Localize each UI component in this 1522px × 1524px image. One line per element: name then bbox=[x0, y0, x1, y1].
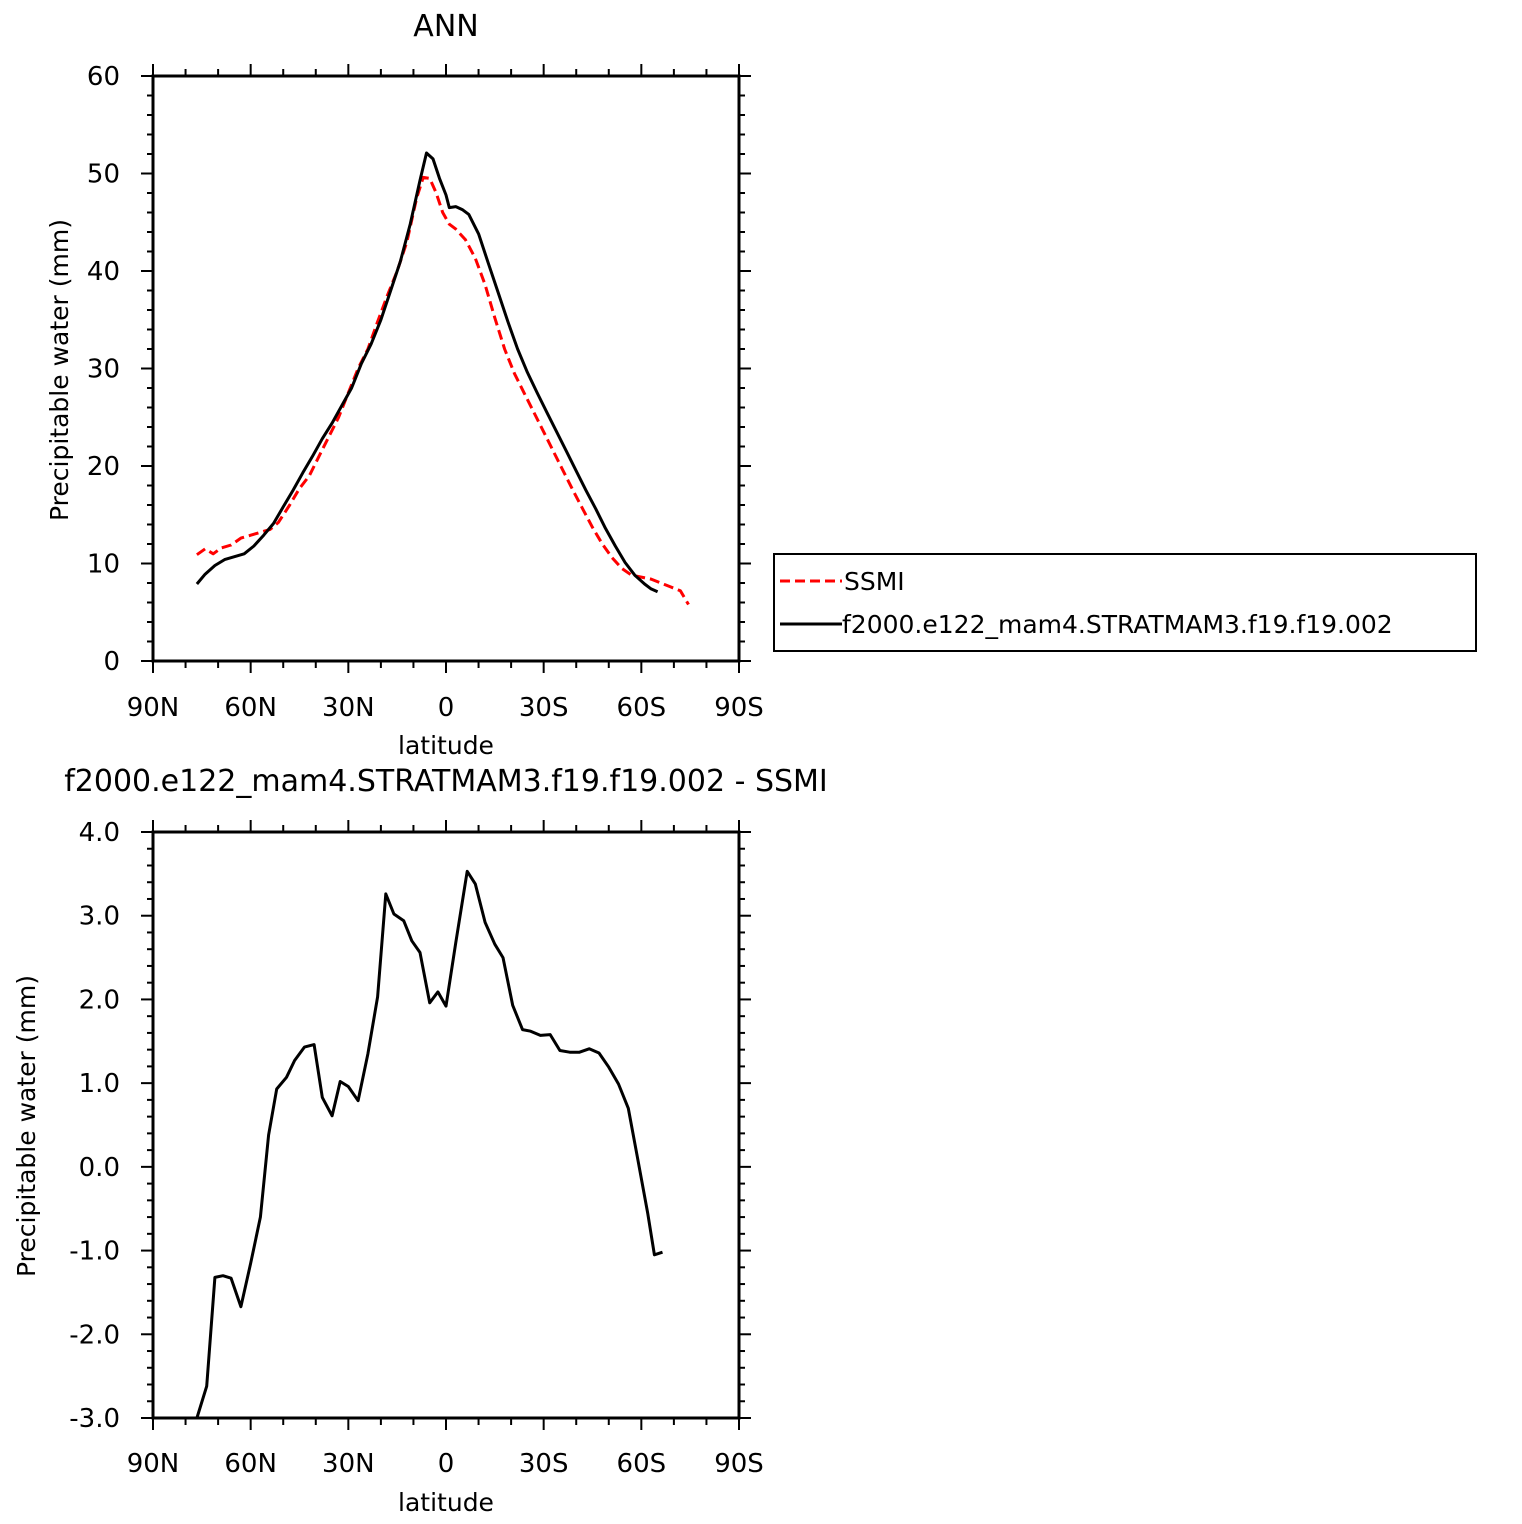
top-plot-frame bbox=[151, 74, 741, 663]
x-tick-label: 0 bbox=[438, 693, 455, 723]
x-tick-label: 60N bbox=[224, 693, 277, 723]
y-tick-label: 50 bbox=[87, 160, 120, 190]
y-tick-label: 0.0 bbox=[79, 1153, 120, 1183]
y-tick-label: -3.0 bbox=[69, 1404, 120, 1434]
legend: SSMI f2000.e122_mam4.STRATMAM3.f19.f19.0… bbox=[773, 553, 1477, 652]
bottom-chart-title: f2000.e122_mam4.STRATMAM3.f19.f19.002 - … bbox=[64, 764, 828, 799]
series-line-0 bbox=[196, 175, 690, 606]
top-x-axis-label: latitude bbox=[398, 731, 494, 760]
top-x-tick-labels: 90N 60N 30N 0 30S 60S 90S bbox=[127, 693, 764, 723]
x-tick-label: 90S bbox=[714, 1449, 764, 1479]
y-tick-label: -2.0 bbox=[69, 1320, 120, 1350]
x-tick-label: 30S bbox=[519, 1449, 569, 1479]
y-tick-label: 1.0 bbox=[79, 1069, 120, 1099]
x-tick-label: 0 bbox=[438, 1449, 455, 1479]
x-tick-label: 90S bbox=[714, 693, 764, 723]
y-tick-label: -1.0 bbox=[69, 1237, 120, 1267]
legend-label-model: f2000.e122_mam4.STRATMAM3.f19.f19.002 bbox=[842, 610, 1393, 639]
bottom-plot-ticks bbox=[141, 820, 751, 1430]
x-tick-label: 90N bbox=[127, 1449, 180, 1479]
top-chart-title: ANN bbox=[413, 9, 478, 44]
y-tick-label: 60 bbox=[87, 62, 120, 92]
top-y-tick-labels: 0 10 20 30 40 50 60 bbox=[87, 62, 120, 677]
bottom-plot-frame bbox=[151, 830, 741, 1420]
y-tick-label: 0 bbox=[103, 647, 120, 677]
y-tick-label: 4.0 bbox=[79, 818, 120, 848]
y-tick-label: 30 bbox=[87, 355, 120, 385]
bottom-x-axis-label: latitude bbox=[398, 1488, 494, 1517]
top-panel: ANN 90N 60N 30N 0 30S 60S 90S 0 10 20 30 40 50 60 la… bbox=[45, 9, 764, 760]
top-plot-series bbox=[195, 151, 690, 606]
x-tick-label: 30N bbox=[322, 1449, 375, 1479]
bottom-plot-series bbox=[195, 869, 663, 1419]
x-tick-label: 60S bbox=[617, 1449, 667, 1479]
bottom-x-tick-labels: 90N 60N 30N 0 30S 60S 90S bbox=[127, 1449, 764, 1479]
y-tick-label: 3.0 bbox=[79, 902, 120, 932]
legend-box bbox=[773, 553, 1477, 652]
x-tick-label: 60N bbox=[224, 1449, 277, 1479]
bottom-panel: f2000.e122_mam4.STRATMAM3.f19.f19.002 - … bbox=[12, 764, 828, 1517]
bottom-y-tick-labels: -3.0 -2.0 -1.0 0.0 1.0 2.0 3.0 4.0 bbox=[69, 818, 120, 1434]
y-tick-label: 10 bbox=[87, 550, 120, 580]
x-tick-label: 30N bbox=[322, 693, 375, 723]
x-tick-label: 60S bbox=[617, 693, 667, 723]
x-tick-label: 90N bbox=[127, 693, 180, 723]
y-tick-label: 20 bbox=[87, 452, 120, 482]
top-y-axis-label: Precipitable water (mm) bbox=[45, 219, 74, 521]
legend-label-ssmi: SSMI bbox=[844, 567, 905, 596]
y-tick-label: 40 bbox=[87, 257, 120, 287]
bottom-y-axis-label: Precipitable water (mm) bbox=[12, 975, 41, 1277]
x-tick-label: 30S bbox=[519, 693, 569, 723]
y-tick-label: 2.0 bbox=[79, 985, 120, 1015]
series-line-1 bbox=[195, 151, 659, 594]
series-line-0 bbox=[195, 869, 663, 1419]
